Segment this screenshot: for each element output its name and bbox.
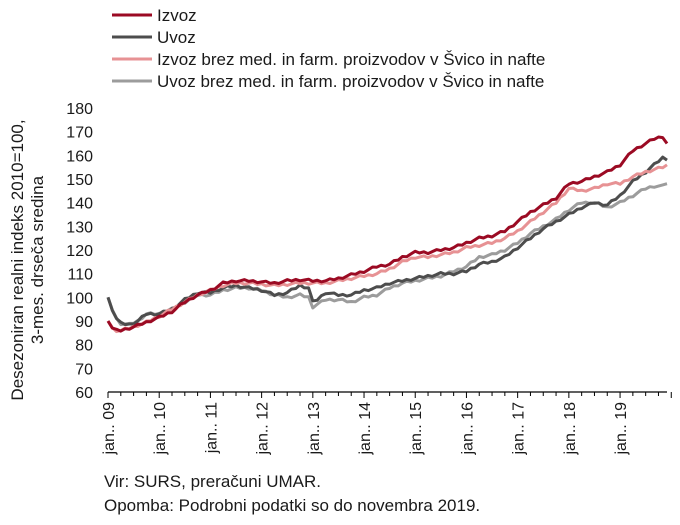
- x-tick-label: jan.. 14: [357, 402, 374, 456]
- legend-label: Izvoz brez med. in farm. proizvodov v Šv…: [157, 50, 545, 69]
- x-tick-label: jan.. 15: [408, 402, 425, 456]
- y-tick-label: 110: [67, 267, 93, 284]
- y-tick-label: 70: [75, 361, 93, 378]
- x-tick-label: jan.. 18: [562, 402, 579, 456]
- legend-label: Uvoz: [157, 28, 196, 47]
- source-note: Vir: SURS, preračuni UMAR.: [104, 472, 321, 491]
- y-tick-label: 170: [66, 125, 93, 142]
- x-tick-label: jan.. 16: [459, 402, 476, 456]
- chart: Izvoz Uvoz Izvoz brez med. in farm. proizv…: [8, 6, 672, 456]
- y-tick-label: 150: [66, 172, 93, 189]
- y-axis-title: Desezoniran realni indeks 2010=100, 3-mes…: [8, 119, 47, 400]
- series-group: [106, 135, 669, 334]
- y-axis-title-line: Desezoniran realni indeks 2010=100,: [8, 119, 27, 400]
- y-tick-label: 140: [66, 196, 93, 213]
- x-tick-label: jan.. 19: [613, 402, 630, 456]
- y-tick-label: 80: [75, 338, 93, 355]
- x-axis: jan.. 09 jan.. 10 jan.. 11 jan.. 12 jan.. 13…: [101, 391, 672, 456]
- y-axis-title-line: 3-mes. drseča sredina: [28, 175, 47, 344]
- series-line: [106, 163, 668, 334]
- x-tick-label: jan.. 13: [306, 402, 323, 456]
- legend-label: Izvoz: [157, 6, 197, 25]
- x-tick-label: jan.. 11: [203, 402, 220, 454]
- series-line: [106, 182, 668, 327]
- y-axis: 60 70 80 90 100 110 120 130 140 150 160 170 180: [66, 101, 93, 402]
- x-tick-label: jan.. 17: [511, 402, 528, 456]
- legend: Izvoz Uvoz Izvoz brez med. in farm. proizv…: [112, 6, 545, 91]
- y-tick-label: 90: [75, 314, 93, 331]
- y-tick-label: 160: [66, 148, 93, 165]
- y-tick-label: 180: [66, 101, 93, 118]
- x-tick-label: jan.. 09: [101, 402, 118, 456]
- legend-label: Uvoz brez med. in farm. proizvodov v Švi…: [157, 72, 544, 91]
- series-line: [106, 135, 669, 333]
- x-tick-label: jan.. 10: [152, 402, 169, 456]
- y-tick-label: 120: [66, 243, 93, 260]
- y-tick-label: 60: [75, 385, 93, 402]
- y-tick-label: 100: [66, 290, 93, 307]
- x-tick-label: jan.. 12: [255, 402, 272, 456]
- y-tick-label: 130: [66, 219, 93, 236]
- remark-note: Opomba: Podrobni podatki so do novembra …: [104, 496, 481, 515]
